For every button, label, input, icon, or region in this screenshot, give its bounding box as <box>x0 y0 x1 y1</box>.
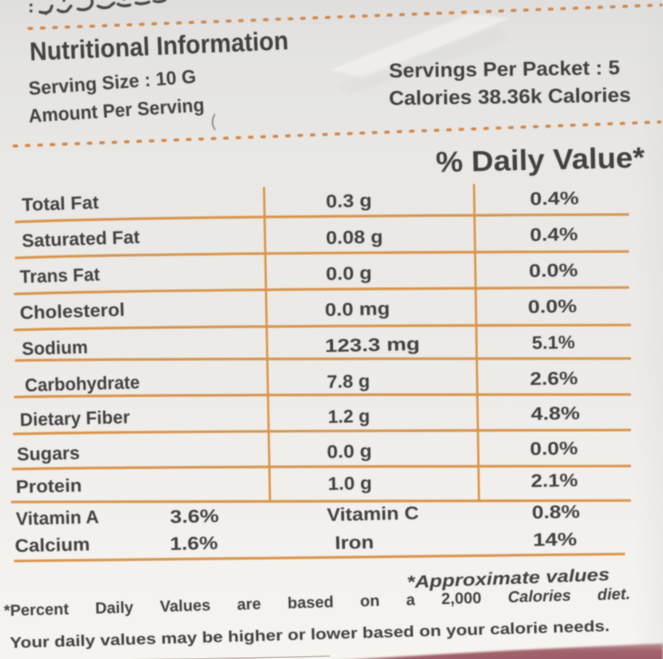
svg-text:Cholesterol: Cholesterol <box>19 299 125 323</box>
svg-text:Saturated Fat: Saturated Fat <box>21 226 140 251</box>
svg-text:1.2 g: 1.2 g <box>328 405 370 427</box>
svg-text:Sodium: Sodium <box>22 336 89 359</box>
svg-text:0.3 g: 0.3 g <box>326 190 372 212</box>
svg-text:2.1%: 2.1% <box>531 469 578 491</box>
svg-text:5.1%: 5.1% <box>532 331 575 353</box>
svg-text:Carbohydrate: Carbohydrate <box>25 371 141 395</box>
svg-text:3.6%: 3.6% <box>170 505 219 527</box>
svg-text:14%: 14% <box>533 528 577 550</box>
svg-text:Total Fat: Total Fat <box>21 191 99 215</box>
svg-text:1.6%: 1.6% <box>170 532 218 554</box>
svg-text:2.6%: 2.6% <box>530 367 578 389</box>
svg-text:0.0 g: 0.0 g <box>326 262 372 284</box>
svg-text:123.3 mg: 123.3 mg <box>325 333 420 356</box>
svg-text:Trans Fat: Trans Fat <box>19 263 100 287</box>
svg-text:4.8%: 4.8% <box>531 402 580 424</box>
svg-text:1.0 g: 1.0 g <box>328 472 372 494</box>
svg-text:0.8%: 0.8% <box>532 501 580 523</box>
svg-text:0.08 g: 0.08 g <box>326 226 383 248</box>
svg-text:0.0 g: 0.0 g <box>327 440 372 462</box>
svg-text:Dietary Fiber: Dietary Fiber <box>20 406 131 430</box>
svg-text:0.0%: 0.0% <box>529 259 578 281</box>
svg-text:Vitamin A: Vitamin A <box>16 506 99 529</box>
svg-text:Calcium: Calcium <box>15 533 90 556</box>
svg-text:7.8 g: 7.8 g <box>327 370 370 392</box>
svg-text:Servings Per Packet : 5: Servings Per Packet : 5 <box>389 57 620 82</box>
svg-text:Protein: Protein <box>16 475 82 497</box>
svg-text:Calories 38.36k Calories: Calories 38.36k Calories <box>389 85 631 110</box>
svg-text:Iron: Iron <box>335 531 374 553</box>
svg-text:Sugars: Sugars <box>17 442 80 465</box>
svg-text:Vitamin C: Vitamin C <box>327 502 419 525</box>
svg-text:0.0%: 0.0% <box>530 437 578 459</box>
svg-text:0.4%: 0.4% <box>530 223 578 245</box>
svg-text:0.0 mg: 0.0 mg <box>325 298 390 320</box>
svg-text:0.0%: 0.0% <box>528 295 577 317</box>
svg-text:% Daily Value*: % Daily Value* <box>435 142 645 179</box>
svg-text:0.4%: 0.4% <box>530 187 579 209</box>
